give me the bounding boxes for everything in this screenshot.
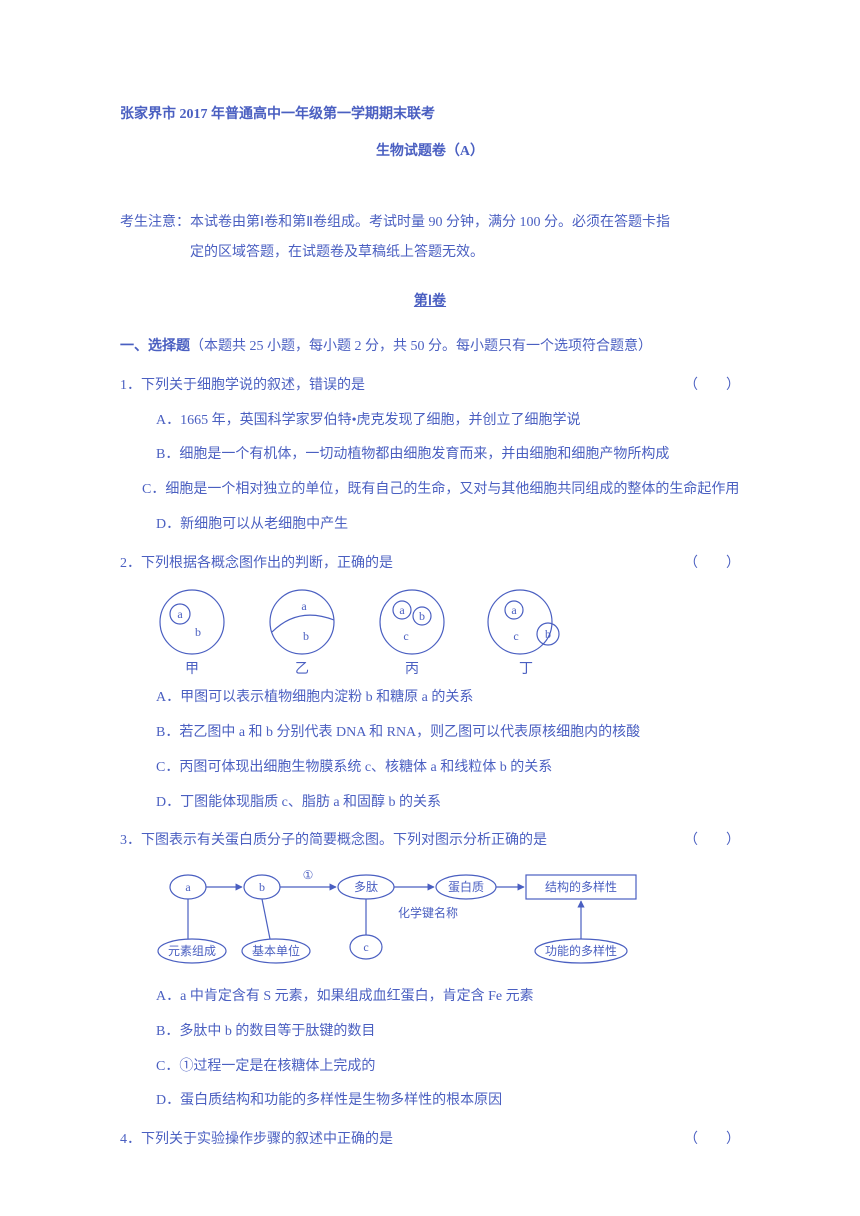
q2-option-a: A．甲图可以表示植物细胞内淀粉 b 和糖原 a 的关系 — [120, 683, 740, 714]
q2-option-d: D．丁图能体现脂质 c、脂肪 a 和固醇 b 的关系 — [120, 788, 740, 819]
svg-text:a: a — [185, 880, 191, 894]
svg-text:b: b — [195, 625, 201, 639]
svg-text:功能的多样性: 功能的多样性 — [545, 943, 617, 958]
svg-text:①: ① — [303, 868, 314, 882]
exam-title: 张家界市 2017 年普通高中一年级第一学期期末联考 — [120, 100, 740, 131]
svg-text:结构的多样性: 结构的多样性 — [545, 879, 617, 894]
section-1-heading-rest: （本题共 25 小题，每小题 2 分，共 50 分。每小题只有一个选项符合题意） — [190, 339, 652, 354]
q3-option-a: A．a 中肯定含有 S 元素，如果组成血红蛋白，肯定含 Fe 元素 — [120, 982, 740, 1013]
exam-subtitle: 生物试题卷（A） — [120, 137, 740, 168]
svg-text:c: c — [403, 629, 408, 643]
svg-text:a: a — [177, 607, 183, 621]
q1-bracket: （ ） — [684, 371, 740, 402]
q3-bracket: （ ） — [684, 826, 740, 857]
q2-label-ding: 丁 — [486, 660, 566, 680]
svg-text:b: b — [303, 629, 309, 643]
svg-text:b: b — [259, 880, 265, 894]
q2-option-c: C．丙图可体现出细胞生物膜系统 c、核糖体 a 和线粒体 b 的关系 — [120, 753, 740, 784]
svg-text:化学键名称: 化学键名称 — [398, 905, 458, 920]
q2-diagram-ding: a b c 丁 — [486, 586, 566, 680]
svg-text:c: c — [513, 629, 518, 643]
q2-diagram-bing: a b c 丙 — [376, 586, 448, 680]
q3-concept-map: a b 多肽 蛋白质 结构的多样性 ① 元素组成 基本单位 c 功能的多样性 化… — [120, 865, 740, 978]
section-1-heading: 一、选择题（本题共 25 小题，每小题 2 分，共 50 分。每小题只有一个选项… — [120, 332, 740, 363]
svg-text:a: a — [511, 603, 517, 617]
section-1-heading-bold: 一、选择题 — [120, 339, 190, 354]
svg-text:b: b — [545, 627, 551, 641]
q2-label-bing: 丙 — [376, 660, 448, 680]
q1-option-d: D．新细胞可以从老细胞中产生 — [120, 510, 740, 541]
section-1-title: 第Ⅰ卷 — [120, 287, 740, 318]
svg-text:a: a — [399, 603, 405, 617]
q2-option-b: B．若乙图中 a 和 b 分别代表 DNA 和 RNA，则乙图可以代表原核细胞内… — [120, 718, 740, 749]
q2-label-yi: 乙 — [266, 660, 338, 680]
q2-diagram-jia: a b 甲 — [156, 586, 228, 680]
q2-label-jia: 甲 — [156, 660, 228, 680]
venn-ding-icon: a b c — [486, 586, 566, 658]
q2-diagram-yi: a b 乙 — [266, 586, 338, 680]
q1-stem: 1．下列关于细胞学说的叙述，错误的是 （ ） — [120, 371, 740, 402]
q3-option-b: B．多肽中 b 的数目等于肽键的数目 — [120, 1017, 740, 1048]
venn-yi-icon: a b — [266, 586, 338, 658]
q2-bracket: （ ） — [684, 549, 740, 580]
q2-stem: 2．下列根据各概念图作出的判断，正确的是 （ ） — [120, 549, 740, 580]
q3-stem-text: 3．下图表示有关蛋白质分子的简要概念图。下列对图示分析正确的是 — [120, 833, 547, 848]
svg-text:c: c — [363, 940, 368, 954]
venn-jia-icon: a b — [156, 586, 228, 658]
q2-stem-text: 2．下列根据各概念图作出的判断，正确的是 — [120, 556, 393, 571]
q1-option-a: A．1665 年，英国科学家罗伯特•虎克发现了细胞，并创立了细胞学说 — [120, 406, 740, 437]
q4-stem: 4．下列关于实验操作步骤的叙述中正确的是 （ ） — [120, 1125, 740, 1156]
svg-text:蛋白质: 蛋白质 — [448, 879, 484, 894]
svg-text:多肽: 多肽 — [354, 879, 378, 894]
q2-diagrams: a b 甲 a b 乙 a b c 丙 a b c — [120, 586, 740, 680]
q3-stem: 3．下图表示有关蛋白质分子的简要概念图。下列对图示分析正确的是 （ ） — [120, 826, 740, 857]
concept-map-icon: a b 多肽 蛋白质 结构的多样性 ① 元素组成 基本单位 c 功能的多样性 化… — [156, 865, 676, 965]
q4-stem-text: 4．下列关于实验操作步骤的叙述中正确的是 — [120, 1132, 393, 1147]
notice-line-1: 考生注意：本试卷由第Ⅰ卷和第Ⅱ卷组成。考试时量 90 分钟，满分 100 分。必… — [120, 208, 740, 239]
venn-bing-icon: a b c — [376, 586, 448, 658]
svg-text:元素组成: 元素组成 — [168, 944, 216, 958]
svg-text:基本单位: 基本单位 — [252, 943, 300, 958]
q1-option-b: B．细胞是一个有机体，一切动植物都由细胞发育而来，并由细胞和细胞产物所构成 — [120, 440, 740, 471]
svg-text:b: b — [419, 609, 425, 623]
notice-line-2: 定的区域答题，在试题卷及草稿纸上答题无效。 — [120, 238, 740, 269]
notice: 考生注意：本试卷由第Ⅰ卷和第Ⅱ卷组成。考试时量 90 分钟，满分 100 分。必… — [120, 208, 740, 270]
q4-bracket: （ ） — [684, 1125, 740, 1156]
q3-option-d: D．蛋白质结构和功能的多样性是生物多样性的根本原因 — [120, 1086, 740, 1117]
q1-stem-text: 1．下列关于细胞学说的叙述，错误的是 — [120, 378, 365, 393]
svg-text:a: a — [301, 599, 307, 613]
q1-option-c: C．细胞是一个相对独立的单位，既有自己的生命，又对与其他细胞共同组成的整体的生命… — [120, 475, 740, 506]
q3-option-c: C．①过程一定是在核糖体上完成的 — [120, 1052, 740, 1083]
